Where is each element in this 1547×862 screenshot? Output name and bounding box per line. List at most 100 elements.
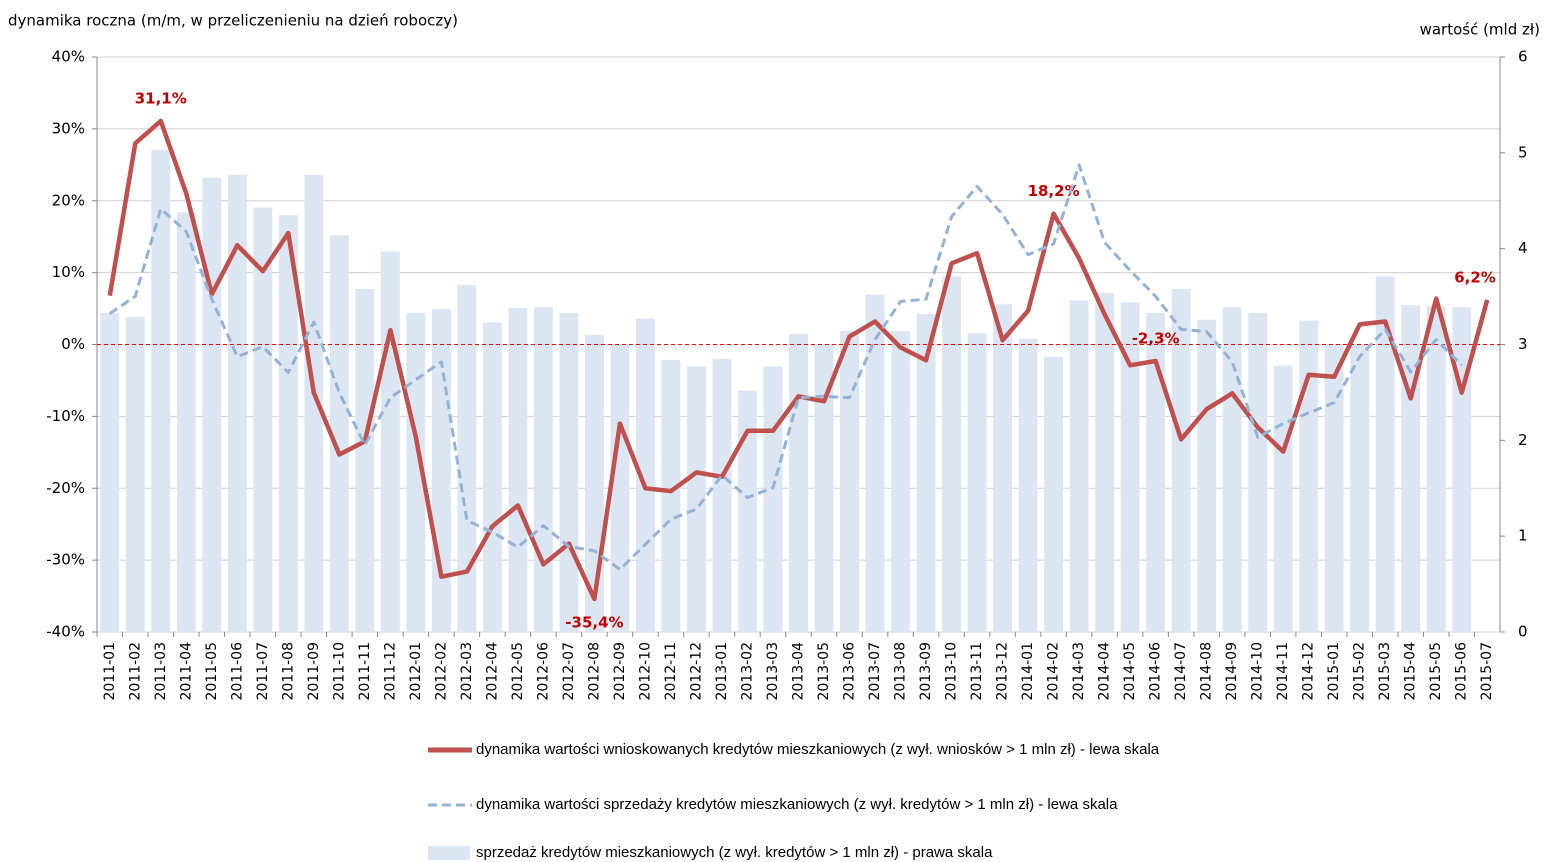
bar [457, 285, 477, 632]
bar [304, 174, 324, 632]
x-tick-label: 2013-12 [995, 642, 1011, 701]
y2-tick-label: 2 [1518, 431, 1528, 449]
x-tick-label: 2013-01 [714, 642, 730, 701]
bar [840, 331, 859, 632]
bar [406, 312, 426, 632]
x-tick-label: 2012-12 [688, 642, 704, 701]
y2-axis-label: wartość (mld zł) [1420, 21, 1540, 39]
x-tick-label: 2014-04 [1097, 642, 1113, 701]
x-tick-label: 2012-03 [459, 642, 475, 701]
bar [100, 312, 120, 632]
x-tick-label: 2014-05 [1122, 642, 1138, 701]
bar [1401, 305, 1421, 632]
legend-label: dynamika wartości wnioskowanych kredytów… [476, 741, 1160, 758]
bar [508, 308, 528, 632]
x-tick-label: 2012-04 [484, 642, 500, 701]
x-tick-label: 2012-02 [433, 642, 449, 701]
bar [636, 318, 655, 632]
y2-tick-label: 4 [1518, 239, 1528, 257]
x-tick-label: 2014-09 [1224, 642, 1240, 701]
bar [712, 358, 732, 632]
x-tick-label: 2013-08 [893, 642, 909, 701]
line-series [108, 163, 1463, 571]
bar [329, 235, 349, 632]
bar [559, 312, 579, 632]
y-tick-label: -10% [46, 407, 85, 425]
x-tick-label: 2011-11 [357, 642, 373, 701]
bar [610, 344, 630, 632]
bar [202, 177, 222, 632]
x-tick-label: 2012-07 [561, 642, 577, 701]
bar [1324, 344, 1344, 632]
bar [916, 313, 936, 632]
x-tick-label: 2015-05 [1428, 642, 1444, 701]
bar [1095, 292, 1115, 632]
bar [865, 294, 885, 632]
x-tick-label: 2011-07 [255, 642, 271, 701]
x-tick-label: 2012-05 [510, 642, 526, 701]
bar [1197, 319, 1217, 632]
x-tick-label: 2013-09 [918, 642, 934, 701]
bar [1018, 338, 1038, 632]
y-tick-label: -40% [46, 623, 85, 641]
y-tick-label: 10% [52, 263, 85, 281]
bar [763, 366, 783, 632]
legend-label: dynamika wartości sprzedaży kredytów mie… [476, 796, 1118, 813]
x-tick-label: 2015-03 [1377, 642, 1393, 701]
bar [253, 207, 273, 633]
x-tick-label: 2012-06 [535, 642, 551, 701]
x-tick-label: 2011-12 [382, 642, 398, 701]
data-label: 18,2% [1028, 182, 1080, 200]
x-tick-label: 2011-08 [280, 642, 296, 701]
bar [1171, 288, 1191, 632]
data-label: 31,1% [135, 89, 187, 107]
x-tick-label: 2014-01 [1020, 642, 1036, 701]
x-tick-label: 2014-07 [1173, 642, 1189, 701]
x-tick-label: 2011-06 [229, 642, 245, 701]
x-tick-label: 2013-11 [969, 642, 985, 701]
line-series [107, 118, 1490, 602]
y-tick-label: -20% [46, 479, 85, 497]
bar [1299, 320, 1319, 632]
x-tick-label: 2013-07 [867, 642, 883, 701]
bar [431, 309, 451, 632]
x-tick-label: 2011-05 [204, 642, 220, 701]
x-tick-label: 2012-01 [408, 642, 424, 701]
bar [1350, 344, 1370, 632]
x-tick-label: 2013-04 [791, 642, 807, 701]
bar [355, 288, 375, 632]
x-tick-label: 2014-10 [1250, 642, 1266, 701]
bar [125, 316, 145, 632]
legend-swatch [428, 846, 470, 860]
x-tick-label: 2014-06 [1148, 642, 1164, 701]
bar [227, 174, 247, 632]
data-label: 6,2% [1454, 268, 1496, 286]
x-tick-label: 2011-01 [102, 642, 118, 701]
y-tick-label: 0% [61, 335, 85, 353]
bar [482, 322, 502, 632]
y-tick-label: 20% [52, 191, 85, 209]
bar [1044, 356, 1064, 632]
x-tick-label: 2011-09 [306, 642, 322, 701]
bar [967, 333, 987, 632]
bar [1069, 300, 1089, 632]
bar [1273, 365, 1293, 632]
x-tick-label: 2014-11 [1275, 642, 1291, 701]
x-tick-label: 2012-11 [663, 642, 679, 701]
y2-tick-label: 0 [1518, 623, 1528, 641]
bar [942, 276, 961, 632]
x-tick-label: 2011-02 [127, 642, 143, 701]
bar [176, 212, 196, 632]
bar [151, 149, 171, 633]
y2-tick-label: 3 [1518, 335, 1528, 353]
y-tick-label: 40% [52, 48, 85, 66]
x-tick-label: 2015-01 [1326, 642, 1342, 701]
x-tick-label: 2011-03 [153, 642, 169, 701]
x-tick-label: 2013-05 [816, 642, 832, 701]
bar [1375, 276, 1395, 632]
x-tick-label: 2014-03 [1071, 642, 1087, 701]
bar [278, 215, 298, 632]
bar [661, 359, 681, 632]
y-tick-label: 30% [52, 119, 85, 137]
bar [687, 366, 706, 632]
